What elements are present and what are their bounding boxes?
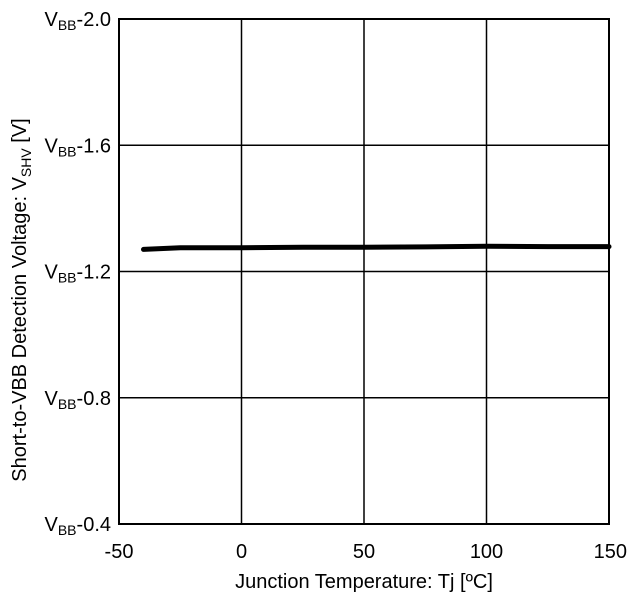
series-line [141, 243, 612, 252]
y-tick-base: V [45, 9, 59, 31]
x-tick-labels: -50 0 50 100 150 [105, 541, 627, 563]
y-tick-value: -1.2 [77, 262, 111, 284]
grid [119, 19, 609, 524]
y-tick-value: -2.0 [77, 9, 111, 31]
x-tick-label: 100 [470, 541, 503, 563]
y-tick-label: VBB-1.6 [45, 135, 112, 159]
x-tick-label: 50 [353, 541, 375, 563]
x-tick-label: 150 [594, 541, 627, 563]
y-tick-label: VBB-2.0 [45, 9, 112, 33]
y-tick-base: V [45, 262, 59, 284]
x-tick-label: -50 [105, 541, 134, 563]
y-axis-label-suffix: [V] [9, 118, 31, 148]
y-tick-sub: BB [58, 396, 77, 412]
y-tick-value: -1.6 [77, 135, 111, 157]
y-tick-sub: BB [58, 17, 77, 33]
y-tick-base: V [45, 135, 59, 157]
x-tick-label: 0 [236, 541, 247, 563]
y-tick-value: -0.8 [77, 388, 111, 410]
y-tick-base: V [45, 514, 59, 536]
y-tick-label: VBB-0.4 [45, 514, 112, 538]
y-axis-label-prefix: Short-to-VBB Detection Voltage: V [9, 176, 31, 481]
series-layer [141, 243, 612, 252]
y-axis-label-sub: SHV [18, 148, 34, 177]
y-tick-sub: BB [58, 522, 77, 538]
y-tick-value: -0.4 [77, 514, 111, 536]
x-axis-label: Junction Temperature: Tj [ºC] [235, 571, 493, 593]
y-tick-sub: BB [58, 270, 77, 286]
y-tick-sub: BB [58, 143, 77, 159]
y-tick-label: VBB-0.8 [45, 388, 112, 412]
plot-frame [118, 18, 610, 525]
y-tick-base: V [45, 388, 59, 410]
y-tick-label: VBB-1.2 [45, 262, 112, 286]
y-axis-label: Short-to-VBB Detection Voltage: VSHV [V] [9, 118, 34, 481]
